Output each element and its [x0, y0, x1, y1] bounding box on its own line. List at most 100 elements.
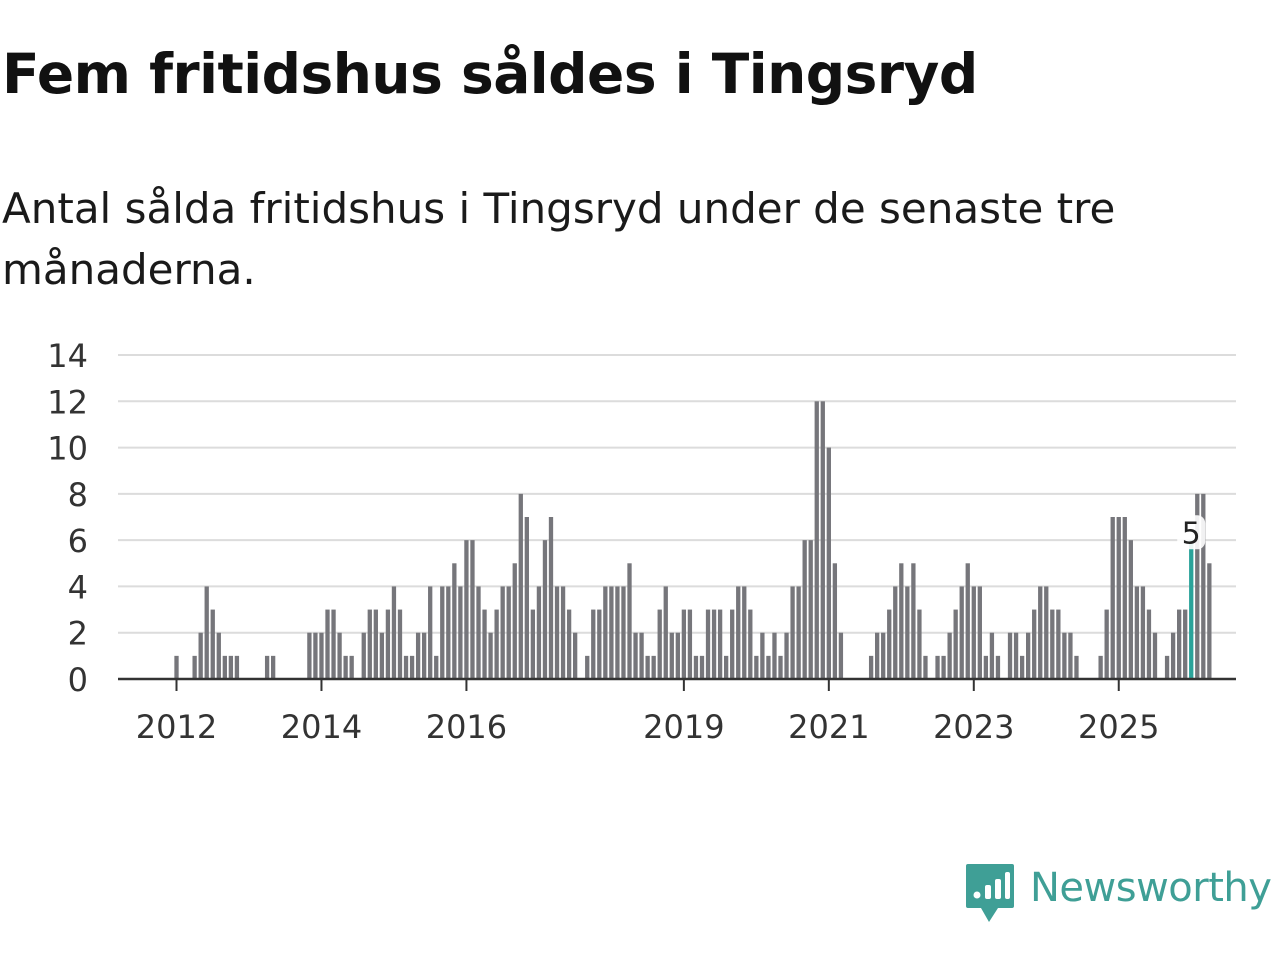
- bar: [633, 632, 638, 679]
- bar: [385, 609, 391, 679]
- bar: [597, 609, 602, 679]
- bar: [198, 632, 203, 679]
- bar: [645, 655, 650, 679]
- bar: [627, 563, 632, 679]
- bar: [1152, 632, 1158, 679]
- bar: [1104, 609, 1109, 679]
- bar: [941, 655, 946, 679]
- bar: [1098, 655, 1103, 679]
- bar: [434, 655, 439, 679]
- bar: [319, 632, 324, 679]
- bar: [603, 586, 608, 679]
- bar: [373, 609, 378, 679]
- bar: [271, 655, 276, 679]
- bar: [724, 655, 729, 679]
- bar: [736, 586, 741, 679]
- annotation-label: 5: [1182, 516, 1201, 551]
- bar: [790, 586, 795, 679]
- bar: [1207, 563, 1212, 679]
- bar: [748, 609, 753, 679]
- bar: [820, 401, 825, 679]
- bar: [403, 655, 409, 679]
- y-tick-label: 12: [47, 383, 88, 421]
- bar: [415, 632, 421, 679]
- bar: [1013, 632, 1019, 679]
- bar: [470, 540, 475, 679]
- x-tick-label: 2016: [426, 708, 507, 746]
- bar: [367, 609, 372, 679]
- bar: [591, 609, 596, 679]
- bar: [995, 655, 1001, 679]
- y-tick-label: 10: [47, 430, 88, 468]
- bar: [446, 586, 451, 679]
- bar: [1128, 540, 1133, 679]
- bar: [911, 563, 916, 679]
- y-tick-label: 0: [68, 661, 88, 699]
- bar: [766, 655, 771, 679]
- bar: [868, 655, 874, 679]
- bar: [331, 609, 336, 679]
- bar: [772, 632, 777, 679]
- y-tick-label: 4: [68, 568, 88, 606]
- newsworthy-chart-bubble-icon: [966, 864, 1014, 922]
- bar: [808, 540, 813, 679]
- bar: [379, 632, 385, 679]
- bar: [554, 586, 560, 679]
- bar: [615, 586, 620, 679]
- bar: [1177, 609, 1182, 679]
- bar: [669, 632, 674, 679]
- bar: [711, 609, 717, 679]
- bar: [1019, 655, 1025, 679]
- bar: [657, 609, 662, 679]
- bar: [814, 401, 819, 679]
- bar: [518, 493, 523, 679]
- bar: [717, 609, 723, 679]
- bar: [488, 632, 493, 679]
- bar: [1134, 586, 1140, 679]
- bar: [422, 632, 427, 679]
- bar: [573, 632, 578, 679]
- bar: [971, 586, 976, 679]
- bar: [905, 586, 910, 679]
- bar: [953, 609, 958, 679]
- bar: [476, 586, 481, 679]
- bar: [621, 586, 626, 679]
- bar: [1164, 655, 1170, 679]
- x-tick-label: 2019: [643, 708, 724, 746]
- bar: [1201, 493, 1206, 679]
- bar: [609, 586, 614, 679]
- bar: [1007, 632, 1013, 679]
- bar: [204, 586, 209, 679]
- bar: [1195, 493, 1200, 679]
- bar: [760, 632, 765, 679]
- bar: [391, 586, 397, 679]
- bar: [464, 540, 469, 679]
- bar: [325, 609, 330, 679]
- brand-footer: Newsworthy: [964, 862, 1272, 928]
- bar: [440, 586, 445, 679]
- bar: [923, 655, 928, 679]
- x-tick-label: 2014: [281, 708, 362, 746]
- bar: [174, 655, 179, 679]
- bar: [1110, 517, 1115, 679]
- bar: [428, 586, 433, 679]
- bar: [832, 563, 838, 679]
- bar: [1183, 609, 1188, 679]
- bar: [730, 609, 735, 679]
- highlight-annotation: 5: [1177, 515, 1206, 551]
- bar: [1038, 586, 1043, 679]
- bar: [899, 563, 904, 679]
- bar: [1062, 632, 1067, 679]
- bar: [343, 655, 348, 679]
- y-tick-label: 2: [68, 615, 88, 653]
- bar: [1026, 632, 1031, 679]
- y-tick-label: 6: [68, 522, 88, 560]
- bar: [796, 586, 801, 679]
- bar: [506, 586, 511, 679]
- bar: [802, 540, 807, 679]
- bar: [663, 586, 668, 679]
- bar: [917, 609, 922, 679]
- bar: [494, 609, 499, 679]
- bar: [742, 586, 747, 679]
- bar: [826, 447, 831, 679]
